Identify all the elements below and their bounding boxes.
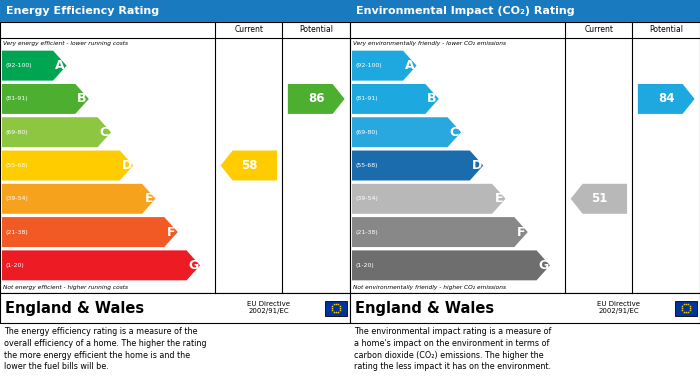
Polygon shape bbox=[352, 117, 461, 147]
Text: EU Directive
2002/91/EC: EU Directive 2002/91/EC bbox=[597, 301, 640, 314]
Polygon shape bbox=[2, 151, 133, 181]
Text: G: G bbox=[538, 259, 548, 272]
Text: A: A bbox=[405, 59, 414, 72]
Text: Current: Current bbox=[234, 25, 263, 34]
Polygon shape bbox=[570, 184, 627, 214]
Text: (81-91): (81-91) bbox=[355, 97, 377, 101]
Bar bbox=[350, 293, 700, 323]
Text: The environmental impact rating is a measure of
a home's impact on the environme: The environmental impact rating is a mea… bbox=[354, 327, 552, 371]
Text: Potential: Potential bbox=[649, 25, 683, 34]
Text: EU Directive
2002/91/EC: EU Directive 2002/91/EC bbox=[247, 301, 290, 314]
Text: England & Wales: England & Wales bbox=[5, 301, 144, 316]
Text: (39-54): (39-54) bbox=[355, 196, 378, 201]
Text: Potential: Potential bbox=[299, 25, 333, 34]
Text: F: F bbox=[167, 226, 175, 239]
Text: F: F bbox=[517, 226, 525, 239]
Polygon shape bbox=[352, 51, 416, 81]
Polygon shape bbox=[352, 84, 439, 114]
Polygon shape bbox=[2, 84, 89, 114]
Text: (81-91): (81-91) bbox=[5, 97, 27, 101]
Bar bbox=[325, 301, 347, 316]
Polygon shape bbox=[2, 217, 178, 247]
Text: (21-38): (21-38) bbox=[5, 230, 28, 235]
Polygon shape bbox=[288, 84, 344, 114]
Polygon shape bbox=[352, 217, 528, 247]
Text: 58: 58 bbox=[241, 159, 257, 172]
Text: The energy efficiency rating is a measure of the
overall efficiency of a home. T: The energy efficiency rating is a measur… bbox=[4, 327, 206, 371]
Text: (69-80): (69-80) bbox=[5, 130, 27, 135]
Text: Energy Efficiency Rating: Energy Efficiency Rating bbox=[6, 6, 159, 16]
Text: G: G bbox=[188, 259, 198, 272]
Polygon shape bbox=[2, 51, 66, 81]
Text: (21-38): (21-38) bbox=[355, 230, 378, 235]
Text: (1-20): (1-20) bbox=[5, 263, 24, 268]
Text: (92-100): (92-100) bbox=[5, 63, 32, 68]
Bar bbox=[675, 301, 697, 316]
Text: 84: 84 bbox=[658, 92, 675, 106]
Text: Environmental Impact (CO₂) Rating: Environmental Impact (CO₂) Rating bbox=[356, 6, 575, 16]
Bar bbox=[0, 22, 350, 293]
Text: E: E bbox=[495, 192, 503, 205]
Text: Not environmentally friendly - higher CO₂ emissions: Not environmentally friendly - higher CO… bbox=[353, 285, 506, 290]
Polygon shape bbox=[352, 250, 550, 280]
Text: (55-68): (55-68) bbox=[5, 163, 27, 168]
Text: Not energy efficient - higher running costs: Not energy efficient - higher running co… bbox=[3, 285, 128, 290]
Text: (55-68): (55-68) bbox=[355, 163, 377, 168]
Text: D: D bbox=[121, 159, 132, 172]
Text: A: A bbox=[55, 59, 64, 72]
Polygon shape bbox=[2, 117, 111, 147]
Polygon shape bbox=[2, 184, 155, 214]
Text: Very energy efficient - lower running costs: Very energy efficient - lower running co… bbox=[3, 41, 128, 46]
Polygon shape bbox=[352, 184, 505, 214]
Text: 51: 51 bbox=[591, 192, 607, 205]
Bar bbox=[0, 0, 350, 22]
Text: Current: Current bbox=[584, 25, 613, 34]
Text: (39-54): (39-54) bbox=[5, 196, 28, 201]
Text: C: C bbox=[100, 126, 109, 139]
Polygon shape bbox=[638, 84, 694, 114]
Text: (92-100): (92-100) bbox=[355, 63, 382, 68]
Polygon shape bbox=[220, 151, 277, 181]
Bar bbox=[350, 22, 700, 293]
Polygon shape bbox=[2, 250, 200, 280]
Text: B: B bbox=[77, 92, 87, 106]
Text: (69-80): (69-80) bbox=[355, 130, 377, 135]
Bar bbox=[0, 293, 350, 323]
Text: Very environmentally friendly - lower CO₂ emissions: Very environmentally friendly - lower CO… bbox=[353, 41, 506, 46]
Text: England & Wales: England & Wales bbox=[355, 301, 494, 316]
Text: B: B bbox=[427, 92, 437, 106]
Text: D: D bbox=[471, 159, 482, 172]
Text: 86: 86 bbox=[308, 92, 325, 106]
Bar bbox=[350, 0, 700, 22]
Polygon shape bbox=[352, 151, 483, 181]
Text: C: C bbox=[450, 126, 459, 139]
Text: (1-20): (1-20) bbox=[355, 263, 374, 268]
Text: E: E bbox=[145, 192, 153, 205]
